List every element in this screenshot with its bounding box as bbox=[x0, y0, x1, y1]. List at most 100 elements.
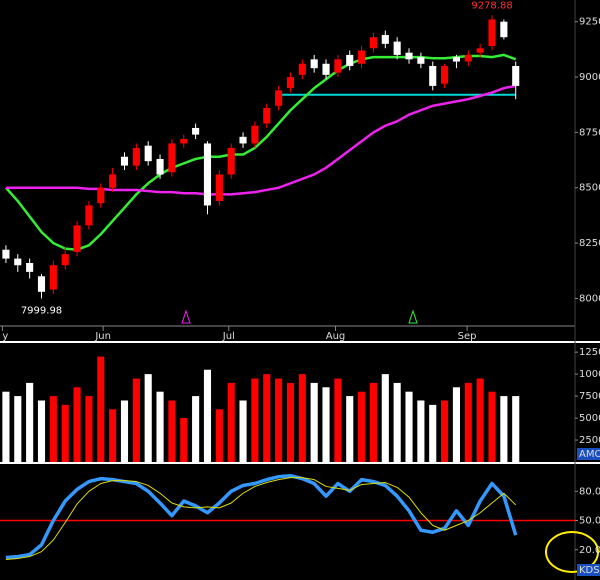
y-tick-label: 9250 bbox=[579, 17, 600, 28]
candle-body bbox=[381, 34, 389, 44]
candle-body bbox=[14, 258, 22, 266]
candle-body bbox=[393, 41, 401, 55]
candle-body bbox=[156, 158, 164, 175]
volume-bar bbox=[97, 356, 105, 462]
volume-bar bbox=[286, 382, 295, 462]
volume-bar bbox=[346, 396, 354, 462]
volume-bar bbox=[441, 400, 449, 462]
candle-body bbox=[144, 145, 152, 162]
y-tick-label: 8000 bbox=[579, 293, 600, 304]
candle-body bbox=[464, 54, 472, 62]
candle-body bbox=[263, 108, 271, 124]
signal-marker bbox=[408, 309, 418, 324]
candle-body bbox=[37, 276, 46, 292]
volume-bar bbox=[203, 369, 212, 462]
volume-bar bbox=[263, 374, 271, 462]
candle-body bbox=[180, 139, 188, 144]
candle-body bbox=[500, 21, 508, 38]
indicator-label-box bbox=[577, 448, 600, 460]
y-tick-label: 80.00 bbox=[579, 486, 600, 497]
volume-bar bbox=[144, 374, 152, 462]
candle-body bbox=[203, 143, 212, 206]
candle-body bbox=[275, 90, 283, 106]
candle-body bbox=[322, 63, 330, 75]
x-tick-label: y bbox=[2, 331, 8, 342]
y-tick-label: 10000 bbox=[579, 369, 600, 380]
x-tick-label: Jul bbox=[222, 331, 235, 342]
volume-bar bbox=[476, 378, 484, 462]
price-annotation: 7999.98 bbox=[21, 305, 62, 316]
indicator-label: KDS bbox=[579, 565, 600, 576]
y-tick-label: 9000 bbox=[579, 72, 600, 83]
volume-bar bbox=[369, 382, 378, 462]
volume-bar bbox=[120, 400, 129, 462]
volume-bar bbox=[109, 409, 117, 462]
volume-bar bbox=[310, 382, 318, 462]
indicator-line bbox=[5, 477, 517, 560]
volume-bar bbox=[61, 404, 69, 462]
candle-body bbox=[85, 205, 93, 226]
candle-body bbox=[476, 48, 484, 53]
candle-body bbox=[452, 57, 460, 62]
candle-body bbox=[239, 136, 247, 144]
indicator-label-box bbox=[577, 564, 600, 576]
volume-bar bbox=[417, 400, 425, 462]
volume-bar bbox=[452, 387, 460, 462]
y-tick-label: 5000 bbox=[579, 413, 600, 424]
volume-bar bbox=[322, 387, 330, 462]
volume-bar bbox=[49, 396, 57, 462]
candle-body bbox=[286, 77, 295, 89]
candle-body bbox=[227, 147, 235, 175]
volume-bar bbox=[488, 391, 496, 462]
volume-bar bbox=[37, 400, 46, 462]
candle-body bbox=[298, 63, 306, 75]
candle-body bbox=[310, 59, 318, 69]
highlight-circle bbox=[545, 531, 599, 573]
x-tick-label: Aug bbox=[326, 331, 346, 342]
y-tick-label: 20.00 bbox=[579, 545, 600, 556]
volume-bar bbox=[251, 378, 259, 462]
volume-bar bbox=[73, 387, 81, 462]
candle-body bbox=[109, 174, 117, 188]
candle-body bbox=[215, 174, 223, 202]
volume-bar bbox=[180, 418, 188, 462]
volume-bar bbox=[2, 391, 10, 462]
volume-bar bbox=[168, 400, 176, 462]
candle-body bbox=[2, 249, 10, 259]
volume-bar bbox=[26, 382, 34, 462]
candle-body bbox=[192, 127, 200, 135]
candle-body bbox=[346, 54, 354, 66]
x-tick-label: Sep bbox=[458, 331, 477, 342]
volume-bar bbox=[156, 391, 164, 462]
y-tick-label: 8500 bbox=[579, 183, 600, 194]
candle-body bbox=[417, 57, 425, 64]
candle-body bbox=[61, 254, 69, 266]
y-tick-label: 12500 bbox=[579, 347, 600, 358]
volume-bar bbox=[192, 396, 200, 462]
volume-bar bbox=[298, 374, 306, 462]
indicator-label: AMO bbox=[579, 449, 600, 460]
volume-bar bbox=[275, 378, 283, 462]
candle-body bbox=[132, 147, 140, 166]
signal-marker bbox=[181, 309, 191, 324]
volume-bar bbox=[512, 396, 520, 462]
volume-bar bbox=[358, 391, 366, 462]
volume-bar bbox=[14, 396, 22, 462]
x-tick-label: Jun bbox=[94, 331, 111, 342]
candle-body bbox=[120, 156, 129, 166]
volume-bar bbox=[500, 396, 508, 462]
volume-bar bbox=[464, 382, 472, 462]
volume-bar bbox=[85, 396, 93, 462]
candle-body bbox=[26, 263, 34, 272]
volume-bar bbox=[334, 378, 342, 462]
candle-body bbox=[49, 265, 57, 290]
y-tick-label: 50.00 bbox=[579, 516, 600, 527]
indicator-line bbox=[5, 84, 516, 196]
candle-body bbox=[441, 65, 449, 84]
candle-body bbox=[334, 59, 342, 73]
price-annotation: 9278.88 bbox=[471, 0, 512, 11]
candle-body bbox=[405, 52, 413, 60]
candle-body bbox=[369, 37, 378, 49]
volume-bar bbox=[405, 391, 413, 462]
